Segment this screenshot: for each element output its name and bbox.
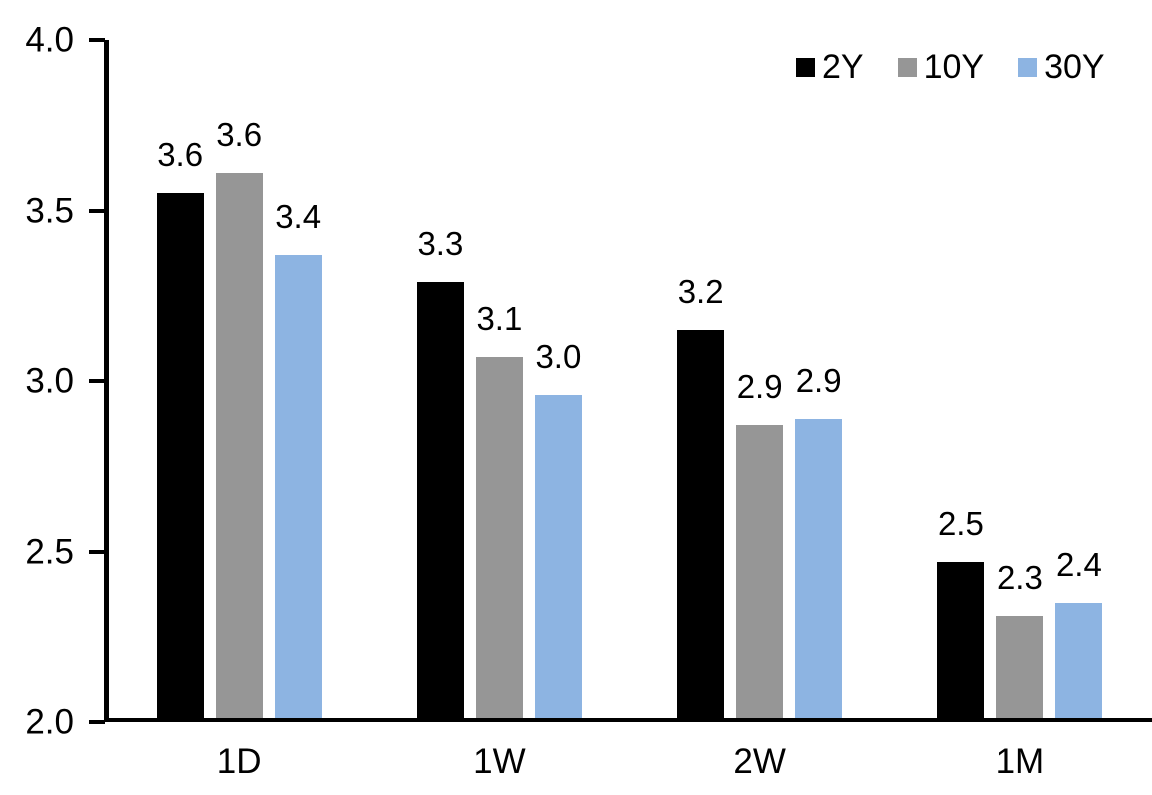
bar-data-label: 3.3 [417,225,464,262]
x-category-label-1w: 1W [473,742,526,781]
legend-item-2y: 2Y [796,50,864,84]
bar-data-label: 3.6 [216,116,263,153]
legend-item-30y: 30Y [1018,50,1105,84]
bar-2y-2w: 3.2 [677,275,725,718]
bar-30y-1m: 2.4 [1055,548,1103,718]
bar-data-label: 3.2 [677,273,724,310]
bar-group-1m: 2.5 2.3 2.4 [890,40,1150,718]
bar-group-2w: 3.2 2.9 2.9 [630,40,890,718]
y-tick-label: 3.0 [25,361,74,401]
y-tick-mark [89,38,105,42]
bar-10y-1w: 3.1 [475,302,523,718]
chart-legend: 2Y 10Y 30Y [796,50,1105,84]
y-tick-mark [89,379,105,383]
legend-marker-icon [1018,57,1038,77]
bar-data-label: 3.0 [535,338,582,375]
legend-label: 10Y [923,48,985,86]
bar-data-label: 2.5 [937,505,984,542]
legend-label: 30Y [1044,48,1105,86]
bar-group-1w: 3.3 3.1 3.0 [369,40,629,718]
y-tick-mark [89,208,105,213]
bar-2y-1m: 2.5 [937,507,985,718]
bar-data-label: 2.9 [795,362,842,399]
y-tick-label: 2.0 [25,702,74,742]
legend-marker-icon [897,57,917,77]
bar-10y-1d: 3.6 [215,118,263,718]
y-axis-line [104,40,109,722]
x-axis-line [104,718,1152,722]
x-axis-labels: 1D 1W 2W 1M [109,744,1150,779]
y-tick-label: 3.5 [25,191,74,230]
bar-30y-1d: 3.4 [274,200,322,718]
bar-2y-1d: 3.6 [156,138,204,718]
x-category-label-2w: 2W [733,742,786,781]
y-tick-label: 2.5 [25,532,74,571]
y-tick-mark [89,720,105,724]
legend-item-10y: 10Y [897,48,985,86]
bar-data-label: 3.1 [476,300,523,337]
bar-group-1d: 3.6 3.6 3.4 [109,40,369,718]
x-category-label-1d: 1D [216,742,262,781]
bar-data-label: 2.4 [1055,546,1102,583]
legend-marker-icon [796,57,815,77]
bar-2y-1w: 3.3 [416,227,464,718]
x-category-label-1m: 1M [995,742,1045,781]
bar-30y-1w: 3.0 [534,340,582,718]
bar-30y-2w: 2.9 [795,364,843,718]
plot-area: 3.6 3.6 3.4 3.3 3.1 3.0 3.2 2.9 2.9 2.5 2.3 2.4 [109,40,1150,718]
bar-data-label: 2.3 [996,559,1043,596]
bar-data-label: 2.9 [736,368,783,405]
y-tick-mark [89,549,105,554]
bar-data-label: 3.4 [275,198,322,235]
bar-data-label: 3.6 [157,136,204,173]
bar-10y-2w: 2.9 [736,370,784,718]
y-tick-label: 4.0 [25,20,74,60]
legend-label: 2Y [822,48,864,86]
bar-10y-1m: 2.3 [996,561,1044,718]
